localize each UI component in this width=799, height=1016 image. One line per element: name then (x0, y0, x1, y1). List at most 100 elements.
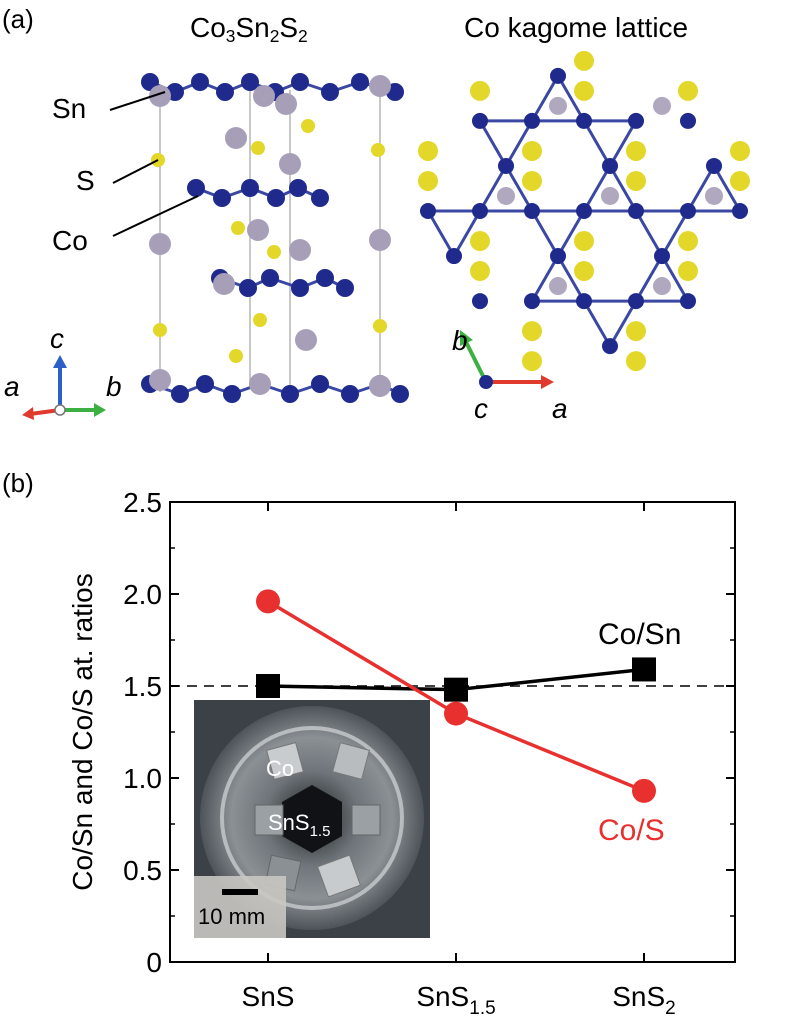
s-atom (301, 119, 315, 133)
left-axis-a-label: a (4, 371, 20, 402)
s-site (470, 261, 490, 282)
s-site (574, 80, 594, 101)
b-axis-arrow-right (464, 341, 488, 383)
co-piece-4 (351, 804, 381, 836)
sn-site (705, 186, 723, 205)
left-axis-triad: c a b (4, 323, 122, 420)
co-site (628, 293, 644, 310)
atom-label-s: S (76, 165, 95, 196)
kagome-triangle (529, 253, 587, 303)
y-axis-ticks: 0 0.5 1.0 1.5 2.0 2.5 (123, 487, 735, 978)
kagome-triangle (685, 162, 743, 213)
a-axis-arrowhead-right (541, 375, 554, 389)
co-atom (311, 375, 329, 393)
sn-atom (225, 127, 247, 149)
co-atom (351, 73, 369, 91)
sn-site (549, 96, 567, 115)
sn-site (549, 277, 567, 296)
co-sn-marker (632, 657, 656, 682)
s-site (574, 231, 594, 252)
kagome-triangle (633, 209, 691, 260)
unit-cell (141, 73, 409, 403)
photo-inset: Co SnS1.5 10 mm (194, 700, 430, 938)
sn-atom (149, 85, 171, 107)
s-site (522, 140, 542, 161)
x-tick-label: SnS1.5 (416, 981, 495, 1016)
sn-atom (369, 229, 391, 251)
co-piece-6 (316, 854, 362, 898)
s-site (626, 321, 646, 342)
co-atom (241, 73, 259, 91)
co-site (628, 203, 644, 219)
co-site (524, 203, 540, 219)
sn-atom (279, 153, 301, 175)
co-atom (391, 385, 409, 403)
s-site (470, 231, 490, 252)
atom-label-co: Co (52, 225, 88, 256)
x-tick-label: SnS2 (612, 981, 676, 1016)
leader-line-s (112, 159, 159, 184)
s-site (574, 50, 594, 71)
sn-atom (369, 375, 391, 397)
co-atom (291, 73, 309, 91)
kagome-triangle (477, 119, 535, 169)
data-series: Co/Sn Co/S (256, 589, 681, 847)
kagome-lattice (418, 50, 750, 372)
plot-frame (169, 501, 736, 963)
s-site (626, 170, 646, 191)
right-axis-a-label: a (552, 393, 568, 424)
x-tick-label: SnS (242, 981, 295, 1012)
s-atom (251, 141, 265, 155)
co-atom (213, 189, 231, 207)
co-site (472, 293, 488, 310)
y-tick-label: 1.0 (123, 763, 162, 794)
sn-atom (295, 329, 317, 351)
sn-atom (149, 233, 171, 255)
kagome-triangle (425, 209, 483, 260)
co-site (576, 293, 592, 310)
sn-site (601, 186, 619, 205)
kagome-triangle (477, 162, 535, 213)
scale-bar-label: 10 mm (198, 904, 265, 929)
co-atom (191, 73, 209, 91)
co-atom (341, 385, 359, 403)
s-site (470, 80, 490, 101)
co-atom (336, 279, 354, 297)
kagome-triangle (529, 72, 587, 123)
co-site (498, 157, 514, 174)
s-site (678, 80, 698, 101)
c-axis-dot (479, 375, 493, 389)
co-site (706, 157, 722, 174)
co-site (550, 67, 566, 84)
co-sn-marker (444, 677, 468, 702)
co-site (680, 203, 696, 219)
co-atom (239, 279, 257, 297)
co-atom (267, 189, 285, 207)
co-site (602, 338, 618, 355)
co-atom (216, 83, 234, 101)
atom-label-sn: Sn (52, 93, 86, 124)
origin-dot (54, 404, 66, 416)
s-site (522, 351, 542, 372)
s-site (418, 170, 438, 191)
co-atom (241, 179, 259, 197)
series-label-co-sn: Co/Sn (598, 618, 681, 651)
co-site (628, 112, 644, 129)
sns-pellet (282, 785, 342, 853)
crystal-structure-diagram: Sn S Co c a b b c a (4, 50, 750, 424)
co-atom (281, 385, 299, 403)
co-atom (316, 269, 334, 287)
co-site (680, 293, 696, 310)
co-s-marker (444, 701, 468, 726)
inset-label-sns: SnS1.5 (268, 810, 330, 840)
left-axis-b-label: b (106, 371, 122, 402)
sn-atom (213, 273, 235, 295)
left-axis-c-label: c (50, 323, 64, 354)
s-site (730, 140, 750, 161)
sn-atom (275, 93, 297, 115)
s-atom (253, 313, 267, 327)
s-atom (231, 221, 245, 235)
sn-site (653, 277, 671, 296)
co-site (524, 293, 540, 310)
sn-atom (253, 85, 275, 107)
